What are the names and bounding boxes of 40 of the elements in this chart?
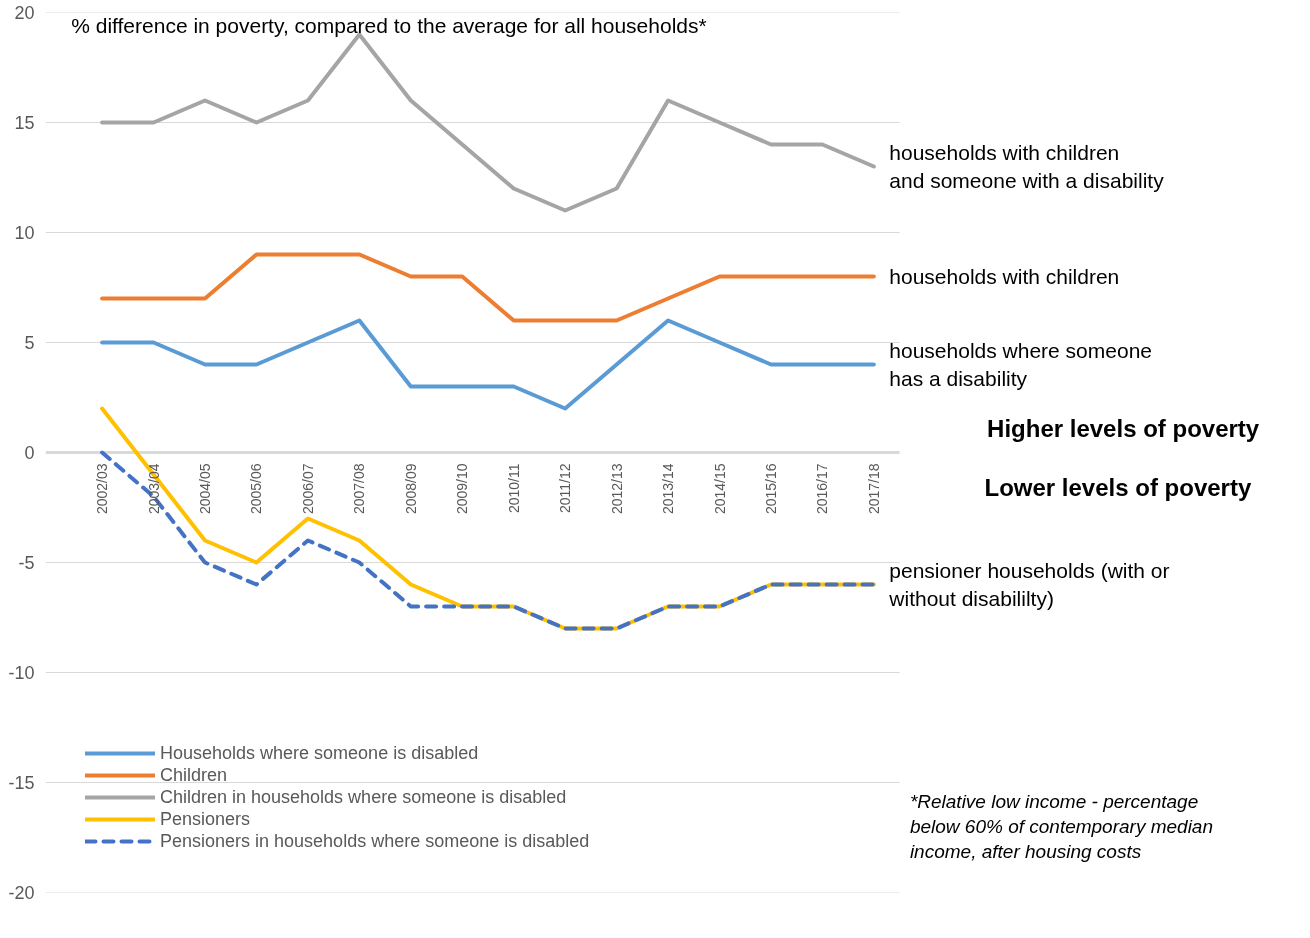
line-series bbox=[100, 252, 876, 323]
y-tick-label: 10 bbox=[14, 223, 35, 243]
annotation: pensioner households (with or without disabililty) bbox=[888, 559, 1170, 610]
x-tick-label: 2013/14 bbox=[660, 463, 677, 515]
y-tick-label: 0 bbox=[24, 443, 35, 463]
chart-title: % difference in poverty, compared to the average for all households* bbox=[71, 14, 707, 38]
text: Higher levels of poverty bbox=[987, 414, 1260, 442]
annotation: households with children bbox=[889, 265, 1120, 288]
x-tick-label: 2012/13 bbox=[608, 463, 625, 515]
x-tick-label: 2011/12 bbox=[557, 463, 574, 514]
legend-label: Children in households where someone is disabled bbox=[160, 786, 567, 808]
y-tick-label: 20 bbox=[14, 3, 35, 23]
x-tick-label: 2004/05 bbox=[197, 463, 213, 515]
annotation: households with children and someone with a disability bbox=[889, 141, 1165, 192]
x-tick-label: 2015/16 bbox=[762, 463, 779, 515]
text: Lower levels of poverty bbox=[984, 474, 1252, 502]
line-series bbox=[100, 318, 876, 411]
x-tick-label: 2007/08 bbox=[351, 463, 368, 515]
x-tick-label: 2016/17 bbox=[814, 463, 831, 515]
x-tick-label: 2002/03 bbox=[94, 463, 111, 515]
annotation: households where someone has a disability bbox=[889, 339, 1152, 390]
legend-label: Pensioners bbox=[160, 808, 251, 830]
x-tick-label: 2005/06 bbox=[248, 463, 265, 515]
legend-label: Households where someone is disabled bbox=[160, 742, 479, 764]
x-tick-label: 2014/15 bbox=[711, 463, 728, 515]
y-tick-label: -15 bbox=[8, 773, 35, 793]
x-tick-label: 2017/18 bbox=[865, 463, 882, 515]
y-tick-label: -10 bbox=[8, 663, 35, 683]
x-tick-label: 2006/07 bbox=[299, 463, 316, 515]
x-tick-label: 2008/09 bbox=[402, 463, 419, 515]
y-tick-label: -5 bbox=[18, 553, 35, 573]
text: *Relative low income - percentage below 60% of contemporary median income, after housing costs bbox=[909, 790, 1214, 863]
y-tick-label: -20 bbox=[8, 883, 35, 903]
x-tick-label: 2009/10 bbox=[454, 463, 471, 515]
legend-label: Pensioners in households where someone is disabled bbox=[160, 830, 590, 852]
y-tick-label: 15 bbox=[14, 113, 35, 133]
x-tick-label: 2003/04 bbox=[145, 463, 162, 515]
x-tick-label: 2010/11 bbox=[505, 463, 522, 514]
y-tick-label: 5 bbox=[24, 333, 35, 353]
legend-label: Children bbox=[160, 764, 228, 786]
